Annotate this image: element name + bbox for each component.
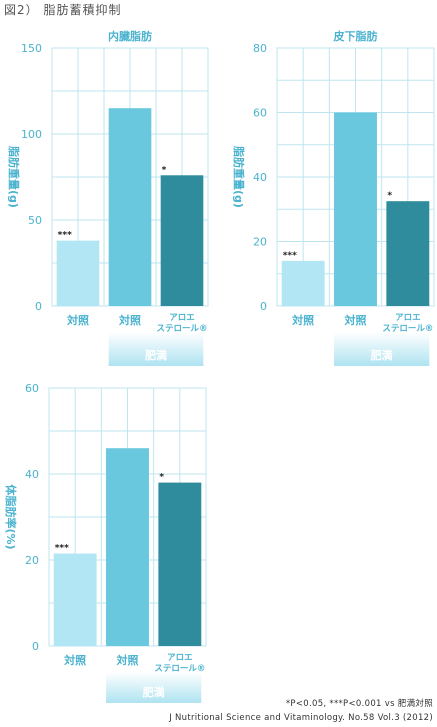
x-category-label: 対照 — [66, 313, 89, 327]
bar-lean-control — [281, 260, 325, 306]
significance-mark: * — [159, 473, 164, 483]
y-tick-label: 0 — [32, 640, 39, 653]
group-label-obese: 肥満 — [371, 348, 393, 362]
y-tick-label: 100 — [21, 128, 42, 141]
y-axis-label: 脂肪重量(g) — [232, 145, 246, 208]
figure-title: 図2） 脂肪蓄積抑制 — [4, 3, 122, 17]
y-tick-label: 60 — [25, 382, 39, 395]
y-tick-label: 0 — [35, 300, 42, 313]
group-label-obese: 肥満 — [145, 348, 167, 362]
x-category-label: アロエステロール® — [382, 313, 433, 334]
y-tick-label: 80 — [253, 42, 267, 55]
y-tick-label: 150 — [21, 42, 42, 55]
x-category-label: 対照 — [118, 313, 141, 327]
significance-mark: *** — [283, 251, 297, 261]
x-category-label: 対照 — [291, 313, 314, 327]
y-tick-label: 50 — [28, 214, 42, 227]
y-axis-label: 脂肪重量(g) — [7, 145, 21, 208]
bar-obese-control — [106, 448, 149, 646]
significance-mark: *** — [58, 231, 72, 241]
y-tick-label: 0 — [260, 300, 267, 313]
y-tick-label: 20 — [25, 554, 39, 567]
x-category-label: 対照 — [63, 653, 86, 667]
y-tick-label: 40 — [253, 171, 267, 184]
bar-aloe-sterol — [158, 482, 202, 646]
y-axis-label: 体脂肪率(%) — [4, 484, 18, 549]
x-category-label: 対照 — [116, 653, 139, 667]
bar-lean-control — [56, 240, 100, 306]
x-category-label: アロエステロール® — [156, 313, 207, 334]
y-tick-label: 20 — [253, 236, 267, 249]
group-band-obese — [106, 672, 202, 703]
chart-title: 皮下脂肪 — [333, 29, 378, 43]
bar-obese-control — [334, 112, 377, 306]
bar-lean-control — [53, 553, 97, 646]
significance-mark: * — [387, 191, 392, 201]
x-category-label: 対照 — [344, 313, 367, 327]
bar-aloe-sterol — [160, 175, 204, 306]
source-citation: J Nutritional Science and Vitaminology. … — [169, 713, 433, 723]
group-band-obese — [334, 332, 430, 366]
y-tick-label: 40 — [25, 468, 39, 481]
significance-mark: *** — [55, 544, 69, 554]
bar-obese-control — [108, 108, 152, 306]
x-category-label: アロエステロール® — [154, 653, 205, 674]
group-label-obese: 肥満 — [143, 685, 165, 699]
chart-title: 内臓脂肪 — [108, 29, 152, 43]
bar-aloe-sterol — [386, 201, 430, 306]
significance-mark: * — [162, 165, 167, 175]
y-tick-label: 60 — [253, 107, 267, 120]
significance-footnote: *P<0.05, ***P<0.001 vs 肥満対照 — [285, 699, 433, 709]
group-band-obese — [108, 332, 204, 366]
